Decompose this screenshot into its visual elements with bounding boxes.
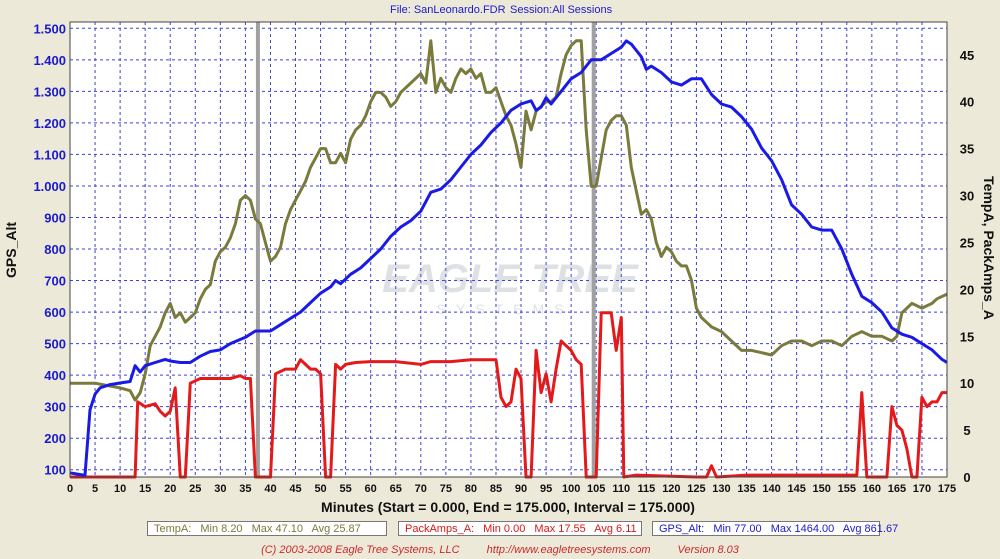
series-line-tempa [70,39,948,402]
x-tick-label: 85 [490,483,502,495]
x-axis-ticks: 0 5 10 15 20 25 30 35 40 45 50 55 60 65 70 75 80 85 90 95 10… [67,483,956,495]
y-left-tick-label: 300 [44,400,66,415]
legend-packamps: PackAmps_A: Min 0.00 Max 17.55 Avg 6.11 [398,521,642,536]
legend-tempa-avg: Avg 25.87 [311,523,361,535]
legend-tempa-min: Min 8.20 [200,523,243,535]
x-tick-label: 25 [189,483,201,495]
x-tick-label: 120 [662,483,680,495]
legend-gps-min: Min 77.00 [713,523,762,535]
x-tick-label: 155 [838,483,856,495]
x-tick-label: 70 [415,483,427,495]
legend-packamps-avg: Avg 6.11 [594,523,637,535]
legend-gps-alt: GPS_Alt: Min 77.00 Max 1464.00 Avg 861.6… [652,521,898,536]
x-tick-label: 170 [913,483,931,495]
x-tick-label: 40 [264,483,276,495]
x-tick-label: 95 [540,483,552,495]
watermark-line2: SYSTEMS [437,301,574,317]
x-tick-label: 160 [863,483,881,495]
x-tick-label: 20 [164,483,176,495]
session-title: Session:All Sessions [510,4,613,16]
x-tick-label: 30 [214,483,226,495]
y-left-tick-label: 500 [44,337,66,352]
y-left-tick-label: 1.500 [33,21,66,36]
y-left-tick-label: 1.000 [33,179,66,194]
x-tick-label: 165 [888,483,906,495]
legend-tempa-name: TempA: [154,523,192,535]
file-title: File: SanLeonardo.FDR [390,4,506,16]
session-markers [255,22,596,477]
x-tick-label: 75 [440,483,452,495]
x-tick-label: 10 [114,483,126,495]
x-tick-label: 50 [314,483,326,495]
legend-gps-max: Max 1464.00 [770,523,835,535]
chart-canvas: File: SanLeonardo.FDR Session:All Sessio… [3,4,997,515]
x-tick-label: 100 [562,483,580,495]
y-left-tick-label: 700 [44,274,66,289]
x-tick-label: 35 [239,483,251,495]
y-right-tick-label: 30 [960,189,974,204]
y-left-tick-label: 1.100 [33,147,66,162]
y-right-tick-label: 5 [963,423,970,438]
x-tick-label: 65 [390,483,402,495]
y-right-tick-label: 40 [960,95,974,110]
x-tick-label: 15 [139,483,151,495]
footer-version: Version 8.03 [677,544,739,556]
y-left-tick-label: 900 [44,210,66,225]
y-left-tick-label: 600 [44,305,66,320]
legend-tempa-max: Max 47.10 [251,523,303,535]
series-lines [69,39,948,479]
y-left-tick-label: 800 [44,242,66,257]
legend-gps-name: GPS_Alt: [659,523,705,535]
series-line-gps_alt [69,39,948,477]
footer-copyright: (C) 2003-2008 Eagle Tree Systems, LLC [261,544,460,556]
y-left-tick-label: 1.400 [33,53,66,68]
x-tick-label: 0 [67,483,73,495]
x-tick-label: 60 [365,483,377,495]
legend-packamps-max: Max 17.55 [534,523,586,535]
x-tick-label: 5 [92,483,98,495]
y-right-tick-label: 45 [960,48,974,63]
y-right-tick-label: 15 [960,329,974,344]
y-left-tick-label: 400 [44,368,66,383]
plot-border [69,21,948,478]
x-tick-label: 45 [289,483,301,495]
legend-packamps-min: Min 0.00 [483,523,526,535]
x-tick-label: 175 [938,483,956,495]
y-left-tick-label: 100 [44,463,66,478]
x-tick-label: 110 [612,483,630,495]
left-axis-ticks: 100 200 300 400 500 600 700 800 900 1.000 1.100 1.2… [33,21,66,477]
x-tick-label: 105 [587,483,605,495]
x-tick-label: 130 [712,483,730,495]
legend-gps-avg: Avg 861.67 [842,523,899,535]
x-tick-label: 80 [465,483,477,495]
watermark-line1: EAGLE TREE [382,257,639,301]
legend-tempa: TempA: Min 8.20 Max 47.10 Avg 25.87 [147,521,387,536]
right-axis-ticks: 0 5 10 15 20 25 30 35 40 45 [960,48,974,485]
y-left-tick-label: 200 [44,431,66,446]
watermark: EAGLE TREE SYSTEMS [382,257,639,317]
x-tick-label: 125 [687,483,705,495]
y-left-label: GPS_Alt [3,222,19,278]
y-right-tick-label: 35 [960,142,974,157]
x-tick-label: 135 [737,483,755,495]
legend-packamps-name: PackAmps_A: [405,523,475,535]
x-tick-label: 115 [637,483,655,495]
x-tick-label: 140 [762,483,780,495]
footer-url[interactable]: http://www.eagletreesystems.com [486,544,651,556]
y-right-tick-label: 10 [960,376,974,391]
x-tick-label: 150 [813,483,831,495]
x-tick-label: 55 [340,483,352,495]
y-left-tick-label: 1.200 [33,116,66,131]
x-axis-label: Minutes (Start = 0.000, End = 175.000, I… [321,499,695,515]
x-tick-label: 90 [515,483,527,495]
x-tick-label: 145 [787,483,805,495]
series-line-packamps_a [70,311,947,479]
y-right-tick-label: 20 [960,282,974,297]
y-right-label: TempA, PackAmps_A [981,176,997,320]
y-left-tick-label: 1.300 [33,84,66,99]
y-right-tick-label: 25 [960,235,974,250]
footer: (C) 2003-2008 Eagle Tree Systems, LLC ht… [0,544,1000,556]
y-right-tick-label: 0 [963,470,970,485]
